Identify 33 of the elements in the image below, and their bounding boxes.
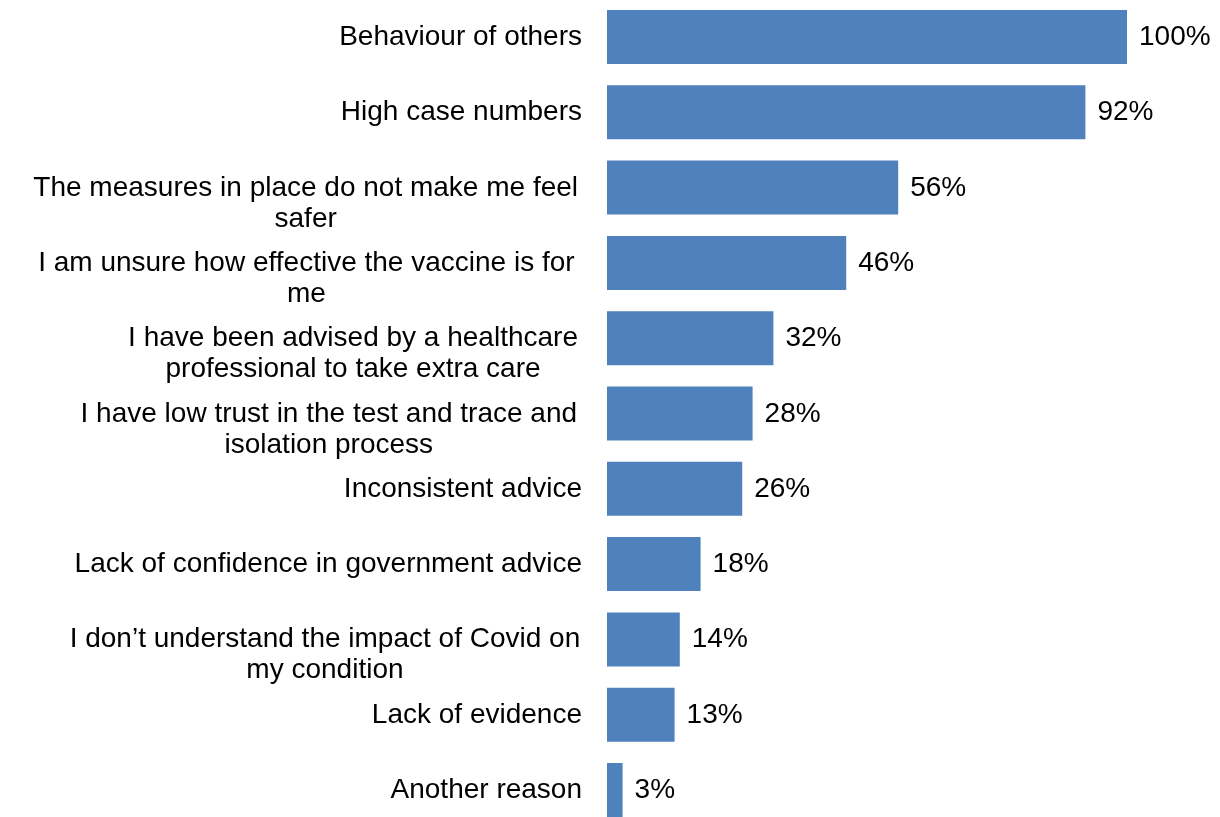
bar — [607, 85, 1086, 140]
y-tick-label: The measures in place do not make me feel safer — [33, 170, 579, 233]
y-tick-label: Inconsistent advice — [343, 471, 582, 503]
data-label: 32% — [785, 321, 842, 353]
y-tick-label: I don’t understand the impact of Covid on my condition — [69, 622, 581, 685]
y-tick-label: I have been advised by a healthcare professional to take extra care — [128, 321, 578, 384]
bar — [607, 612, 680, 667]
y-tick-label: Behaviour of others — [339, 20, 582, 51]
bar — [607, 10, 1127, 64]
bar — [607, 311, 774, 366]
data-label: 3% — [634, 773, 676, 804]
bar — [607, 763, 623, 817]
data-label: 18% — [712, 547, 769, 579]
y-tick-label: I have low trust in the test and trace and isolation process — [80, 396, 578, 459]
y-tick-label: I am unsure how effective the vaccine is for me — [38, 245, 575, 308]
y-tick-label: Another reason — [390, 773, 582, 804]
bar — [607, 461, 743, 516]
data-label: 28% — [764, 396, 821, 428]
data-label: 56% — [910, 170, 967, 202]
data-label: 26% — [754, 471, 811, 503]
bar — [607, 687, 675, 742]
bar — [607, 386, 753, 441]
data-label: 14% — [691, 622, 748, 654]
data-label: 13% — [686, 697, 743, 729]
data-label: 92% — [1097, 95, 1154, 127]
data-label: 100% — [1139, 20, 1211, 51]
bar — [607, 160, 899, 215]
y-tick-label: Lack of evidence — [371, 697, 582, 729]
y-tick-label: High case numbers — [340, 95, 582, 127]
bar — [607, 537, 701, 592]
y-tick-label: Lack of confidence in government advice — [74, 547, 582, 579]
bar — [607, 235, 847, 290]
data-label: 46% — [858, 245, 915, 277]
